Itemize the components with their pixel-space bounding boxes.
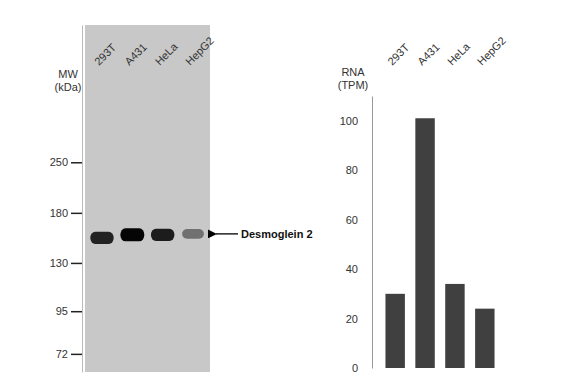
- bar: [475, 309, 494, 368]
- tick-label: 250: [50, 156, 68, 168]
- bars: [385, 118, 494, 368]
- tick: 20: [346, 313, 372, 325]
- blot-membrane: [85, 25, 210, 372]
- figure: 7295130180250MW(kDa)293TA431HeLaHepG2Des…: [0, 0, 582, 378]
- tick: 100: [340, 115, 372, 127]
- band: [182, 229, 204, 239]
- y-axis: 72 95 130 180 250: [50, 26, 83, 373]
- category-label: A431: [415, 41, 442, 68]
- bar: [445, 284, 464, 368]
- annotation-arrow: [216, 233, 238, 234]
- category-label: HeLa: [445, 40, 473, 68]
- axis-line: [372, 97, 373, 369]
- category-label: 293T: [385, 41, 411, 67]
- band: [120, 228, 144, 241]
- tick-label: 40: [346, 263, 358, 275]
- band: [90, 232, 113, 244]
- tick-label: 95: [56, 305, 68, 317]
- axis-title: MW(kDa): [55, 68, 82, 93]
- band: [151, 229, 175, 241]
- tick-mark: [71, 162, 82, 164]
- category-label: A431: [122, 41, 149, 68]
- y-axis: 0 20 40 60 80 100: [340, 97, 373, 375]
- category-label: HepG2: [183, 34, 216, 67]
- tick-label: 80: [346, 164, 358, 176]
- category-label: 293T: [92, 41, 118, 67]
- tick-label: 180: [50, 207, 68, 219]
- bar: [415, 118, 434, 368]
- axis-title: RNA(TPM): [338, 66, 369, 91]
- tick-label: 0: [352, 362, 358, 374]
- tick-label: 72: [56, 348, 68, 360]
- rna-panel: 0 20 40 60 80 100 RNA(TPM) 293TA431HeLaHepG2: [338, 34, 508, 374]
- tick-mark: [71, 354, 82, 356]
- tick-label: 20: [346, 313, 358, 325]
- tick: 130: [50, 257, 82, 269]
- bar: [385, 294, 404, 368]
- tick: 80: [346, 164, 372, 176]
- blot-panel: 72 95 130 180 250 MW(kDa) 293TA431HeLaHepG2 Des…: [50, 25, 313, 373]
- annotation: Desmoglein 2: [241, 228, 313, 240]
- tick-mark: [71, 311, 82, 313]
- tick-mark: [71, 263, 82, 265]
- bands: [90, 228, 204, 244]
- tick: 72: [56, 348, 82, 360]
- category-label: HeLa: [153, 40, 181, 68]
- axis-line: [82, 26, 83, 373]
- tick-label: 60: [346, 214, 358, 226]
- tick-mark: [71, 213, 82, 215]
- tick: 40: [346, 263, 372, 275]
- tick: 95: [56, 305, 82, 317]
- tick: 60: [346, 214, 372, 226]
- tick-label: 130: [50, 257, 68, 269]
- tick: 180: [50, 207, 82, 219]
- tick-label: 100: [340, 115, 358, 127]
- category-label: HepG2: [475, 34, 508, 67]
- tick: 0: [352, 362, 372, 374]
- tick: 250: [50, 156, 82, 168]
